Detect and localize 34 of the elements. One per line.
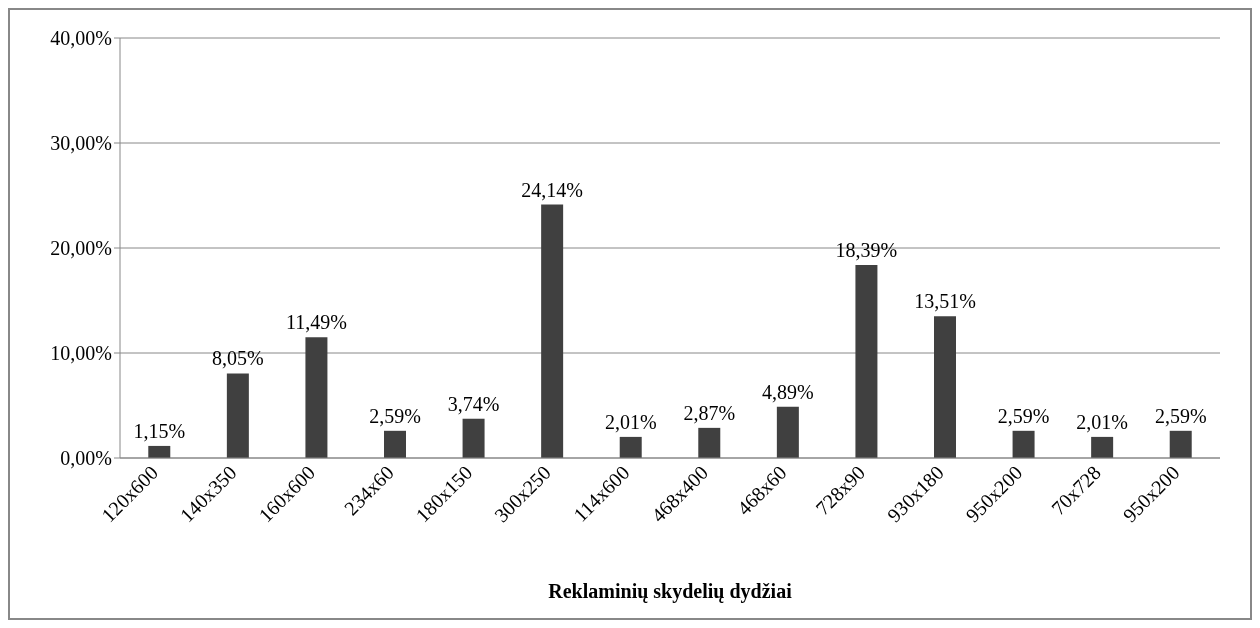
y-tick-label: 30,00% — [50, 132, 112, 155]
bar — [698, 427, 721, 458]
y-tick-label: 40,00% — [50, 27, 112, 50]
data-label: 4,89% — [762, 380, 814, 403]
bar — [1012, 430, 1035, 458]
data-label: 11,49% — [285, 311, 347, 334]
data-label: 2,59% — [369, 404, 421, 427]
data-label: 3,74% — [447, 392, 500, 415]
data-label: 2,01% — [604, 410, 657, 433]
data-label: 13,51% — [914, 290, 976, 313]
y-tick-label: 20,00% — [50, 237, 112, 260]
bar — [776, 406, 799, 458]
data-label: 2,87% — [683, 401, 736, 424]
bar — [934, 316, 956, 458]
bar — [462, 418, 485, 458]
bar — [541, 204, 564, 458]
bar — [226, 373, 249, 458]
y-tick-label: 10,00% — [50, 342, 112, 365]
y-tick-label: 0,00% — [60, 447, 112, 470]
x-axis-title: Reklaminių skydelių dydžiai — [548, 580, 793, 603]
bar — [855, 264, 878, 458]
bar — [148, 445, 171, 458]
data-label: 2,01% — [1076, 410, 1128, 433]
bar — [1091, 436, 1114, 458]
data-label: 2,59% — [1154, 404, 1207, 427]
data-label: 2,59% — [997, 404, 1050, 427]
bar — [305, 337, 328, 458]
data-label: 24,14% — [521, 178, 583, 201]
bar — [384, 430, 406, 458]
bar — [1169, 430, 1192, 458]
data-label: 1,15% — [133, 419, 186, 442]
data-label: 8,05% — [212, 347, 264, 370]
data-label: 18,39% — [835, 238, 898, 261]
bar — [619, 436, 642, 458]
